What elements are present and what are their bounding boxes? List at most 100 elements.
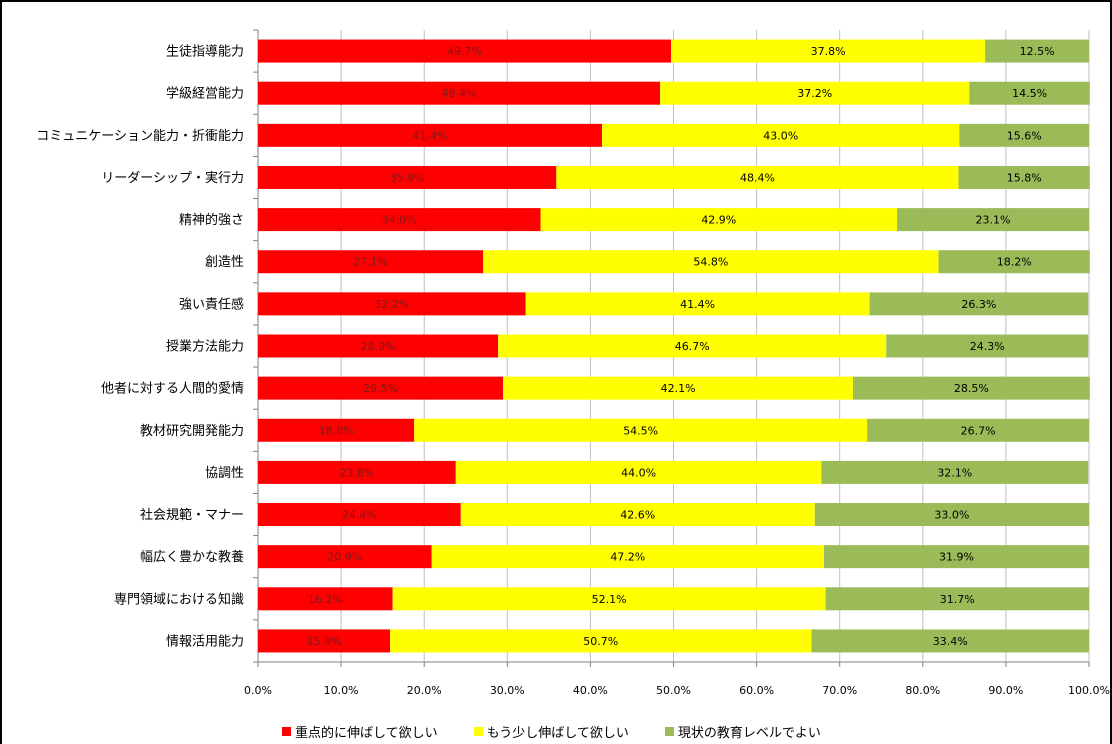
bar-segment [258,81,661,105]
bar-segment [969,81,1090,105]
bar-segment [823,545,1089,569]
bar-segment [540,208,898,232]
x-tick-label: 30.0% [490,684,525,697]
data-label: 31.9% [939,551,974,564]
data-label: 50.7% [583,635,618,648]
stacked-bar-chart: 0.0% 10.0% 20.0% 30.0% 40.0% 50.0% 60.0% 70.0% 8… [36,29,1110,697]
bar-segment [258,334,499,358]
category-label: 幅広く豊かな教養 [140,549,244,565]
bar-segment [390,629,812,653]
data-label: 18.8% [319,424,354,437]
data-label: 49.7% [447,45,482,58]
data-label: 41.4% [413,129,448,142]
data-label: 41.4% [680,298,715,311]
data-label: 15.6% [1007,129,1042,142]
bar-segment [414,418,868,442]
x-tick-label: 80.0% [905,684,940,697]
bar-segment [814,503,1089,527]
data-label: 29.5% [363,382,398,395]
data-label: 46.7% [675,340,710,353]
bar-segment [431,545,824,569]
bar-segment [258,165,557,189]
bar-segment [867,418,1089,442]
data-label: 23.1% [976,214,1011,227]
data-label: 26.3% [961,298,996,311]
category-label: 生徒指導能力 [166,45,244,60]
category-label: 強い責任感 [179,296,244,312]
legend-swatch [473,726,483,736]
data-label: 33.0% [934,509,969,522]
bar-segment [869,292,1089,316]
data-label: 48.4% [740,171,775,184]
bar-segment [258,545,432,569]
x-tick-label: 20.0% [407,684,442,697]
x-tick-label: 40.0% [573,684,608,697]
x-tick-label: 100.0% [1068,684,1110,697]
bar-segment [556,165,959,189]
data-label: 26.7% [961,424,996,437]
bar-segment [392,587,826,611]
data-label: 28.5% [954,382,989,395]
category-label: 協調性 [205,466,244,481]
data-label: 32.1% [937,466,972,479]
data-label: 31.7% [940,593,975,606]
legend-item: 現状の教育レベルでよい [664,722,821,741]
data-label: 42.1% [661,382,696,395]
legend-item: もう少し伸ばして欲しい [473,722,629,741]
bar-segment [258,376,504,400]
bar-segment [460,503,815,527]
data-label: 44.0% [621,466,656,479]
x-tick-label: 70.0% [822,684,857,697]
data-label: 12.5% [1020,45,1055,58]
data-label: 35.9% [390,171,425,184]
bar-segment [886,334,1089,358]
data-label: 42.6% [620,509,655,522]
legend-label: もう少し伸ばして欲しい [486,725,629,741]
bar-segment [985,39,1089,63]
category-label: 教材研究開発能力 [140,423,244,439]
bar-segment [897,208,1089,232]
x-tick-label: 0.0% [244,684,272,697]
bar-segment [525,292,870,316]
bar-segment [825,587,1089,611]
x-tick-label: 50.0% [656,684,691,697]
x-tick-label: 90.0% [988,684,1023,697]
bar-segment [258,418,415,442]
category-label: リーダーシップ・実行力 [101,170,244,186]
legend-label: 現状の教育レベルでよい [677,725,821,741]
category-label: 学級経営能力 [166,86,244,102]
data-label: 24.3% [970,340,1005,353]
data-label: 14.5% [1012,87,1047,100]
bar-segment [258,587,393,611]
bar-segment [811,629,1089,653]
category-label: 精神的強さ [179,212,244,228]
data-label: 42.9% [701,214,736,227]
data-label: 23.8% [339,466,374,479]
data-label: 37.2% [797,87,832,100]
bar-segment [938,250,1090,274]
category-label: 創造性 [205,255,244,270]
legend-swatch [282,726,291,736]
bar-segment [258,39,672,63]
category-label: コミュニケーション能力・折衝能力 [36,129,244,144]
data-label: 18.2% [997,256,1032,269]
data-label: 32.2% [374,298,409,311]
bar-segment [258,250,484,274]
data-label: 20.9% [327,551,362,564]
data-label: 27.1% [353,256,388,269]
x-tick-label: 10.0% [324,684,359,697]
data-label: 47.2% [610,551,645,564]
bar-segment [503,376,853,400]
bar-segment [852,376,1090,400]
data-label: 54.5% [623,424,658,437]
legend-item: 重点的に伸ばして欲しい [282,722,438,741]
x-tick-label: 60.0% [739,684,774,697]
bar-segment [258,208,541,232]
data-label: 24.4% [342,509,377,522]
bar-segment [258,460,456,484]
legend-swatch [664,726,674,736]
bar-segment [660,81,970,105]
bar-segment [258,292,526,316]
legend: 重点的に伸ばして欲しい もう少し伸ばして欲しい 現状の教育レベルでよい [282,720,857,742]
